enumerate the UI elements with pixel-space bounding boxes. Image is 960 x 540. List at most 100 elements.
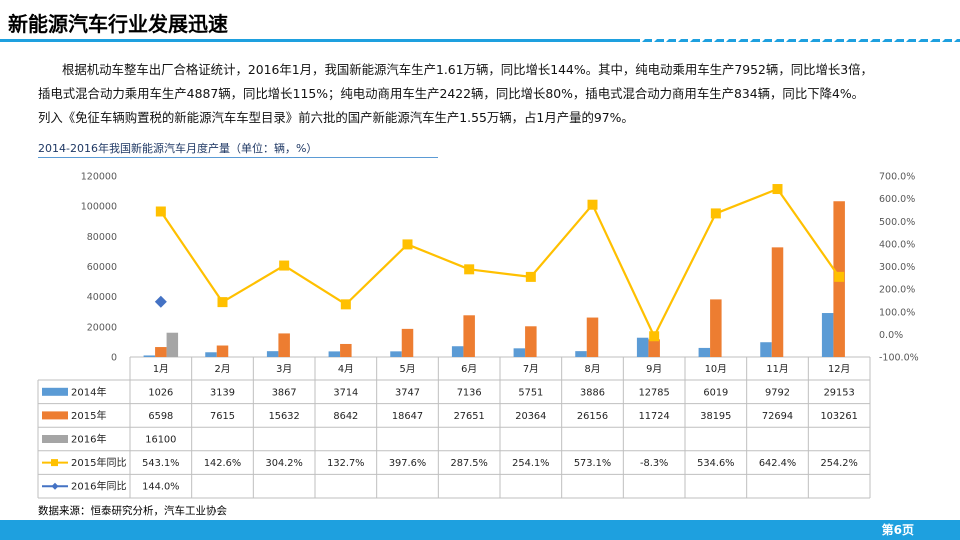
line-2015年同比 (159, 187, 841, 338)
table-cell-value: 27651 (454, 411, 485, 422)
table-cell-value: 103261 (820, 411, 857, 422)
bar-2015年-9月 (648, 339, 660, 357)
bar-2014年-6月 (451, 346, 464, 357)
y-right-tick-label: 700.0% (879, 172, 915, 183)
footer-bar (0, 520, 960, 540)
table-cell-value: 18647 (392, 411, 423, 422)
y-left-tick-label: 60000 (87, 262, 117, 273)
series-row-label: 2015年 (71, 409, 106, 422)
table-cell-value: 254.1% (512, 458, 549, 469)
bar-2015年-8月 (586, 317, 599, 357)
table-cell-value: 9792 (765, 387, 790, 398)
bar-2014年-4月 (328, 351, 341, 357)
table-cell-value: 3747 (395, 387, 420, 398)
table-cell-value: -8.3% (640, 458, 668, 469)
legend-key-2015年 (42, 411, 68, 420)
bar-2014年-11月 (760, 342, 772, 357)
series-row-label: 2016年同比 (71, 480, 126, 493)
category-label: 9月 (646, 363, 662, 375)
table-cell-value: 144.0% (142, 482, 179, 493)
y-right-tick-label: 0.0% (879, 330, 903, 341)
table-cell-value: 304.2% (265, 458, 302, 469)
category-label: 8月 (584, 363, 600, 375)
bar-2014年-12月 (821, 313, 834, 357)
marker-2015年同比 (587, 199, 598, 210)
table-cell-value: 11724 (639, 411, 670, 422)
bar-2015年-1月 (155, 347, 167, 357)
table-cell-value: 3139 (210, 387, 235, 398)
series-row-label: 2016年 (71, 433, 106, 446)
y-right-tick-label: -100.0% (879, 353, 919, 364)
marker-2015年同比 (649, 331, 660, 342)
table-cell-value: 287.5% (450, 458, 487, 469)
bar-2014年-10月 (698, 347, 711, 357)
marker-2015年同比 (217, 297, 228, 308)
table-cell-value: 29153 (824, 387, 855, 398)
table-cell-value: 8642 (333, 411, 358, 422)
table-cell-value: 142.6% (204, 458, 241, 469)
table-cell-value: 15632 (269, 411, 300, 422)
y-left-tick-label: 40000 (87, 292, 117, 303)
table-cell-value: 3714 (333, 387, 358, 398)
chart-title-underline (38, 157, 438, 158)
marker-2015年同比 (279, 260, 290, 271)
y-right-tick-label: 400.0% (879, 239, 915, 250)
bar-2014年-9月 (636, 337, 649, 357)
category-label: 5月 (399, 363, 415, 375)
bar-2015年-3月 (278, 333, 290, 357)
bar-2016年-1月 (166, 332, 179, 357)
category-label: 3月 (276, 363, 292, 375)
bar-2014年-2月 (205, 352, 217, 357)
marker-2016年同比 (154, 295, 167, 308)
summary-line-1: 根据机动车整车出厂合格证统计，2016年1月，我国新能源汽车生产1.61万辆，同… (62, 62, 873, 77)
table-cell-value: 72694 (762, 411, 793, 422)
table-cell-value: 38195 (700, 411, 731, 422)
series-row-label: 2014年 (71, 385, 106, 398)
bar-2014年-5月 (390, 351, 402, 357)
table-cell-value: 5751 (518, 387, 543, 398)
bar-2015年-6月 (463, 315, 475, 357)
table-cell-value: 20364 (515, 411, 546, 422)
y-right-tick-label: 200.0% (879, 285, 915, 296)
table-cell-value: 534.6% (697, 458, 734, 469)
table-cell-value: 3886 (580, 387, 605, 398)
table-cell-value: 1026 (148, 387, 173, 398)
table-cell-value: 16100 (145, 435, 176, 446)
table-cell-value: 26156 (577, 411, 608, 422)
category-label: 11月 (766, 363, 788, 375)
table-cell-value: 7136 (457, 387, 482, 398)
bar-2015年-4月 (340, 343, 352, 357)
table-cell-value: 6019 (703, 387, 728, 398)
bar-2014年-1月 (143, 355, 156, 357)
category-label: 10月 (705, 363, 727, 375)
category-label: 1月 (153, 363, 169, 375)
marker-2015年同比 (834, 271, 845, 282)
bar-2015年-5月 (401, 328, 414, 357)
table-cell-value: 642.4% (759, 458, 796, 469)
summary-line-2: 插电式混合动力乘用车生产4887辆，同比增长115%；纯电动商用车生产2422辆… (38, 86, 865, 101)
y-right-tick-label: 500.0% (879, 217, 915, 228)
bar-2014年-8月 (575, 351, 587, 357)
category-label: 12月 (828, 363, 850, 375)
data-source-note: 数据来源：恒泰研究分析，汽车工业协会 (38, 505, 227, 517)
title-underline (0, 38, 960, 44)
legend-key-marker (51, 459, 58, 467)
table-cell-value: 7615 (210, 411, 235, 422)
y-left-tick-label: 100000 (81, 202, 117, 213)
bar-2014年-3月 (266, 351, 279, 357)
y-right-tick-label: 600.0% (879, 194, 915, 205)
bar-2015年-2月 (216, 345, 229, 357)
table-cell-value: 254.2% (820, 458, 857, 469)
summary-paragraph: 根据机动车整车出厂合格证统计，2016年1月，我国新能源汽车生产1.61万辆，同… (38, 58, 928, 130)
category-label: 6月 (461, 363, 477, 375)
y-left-tick-label: 80000 (87, 232, 117, 243)
marker-2015年同比 (710, 208, 721, 219)
marker-2015年同比 (525, 271, 536, 282)
bar-2015年-10月 (710, 299, 722, 357)
category-label: 4月 (338, 363, 354, 375)
y-left-tick-label: 20000 (87, 322, 117, 333)
bar-2015年-11月 (771, 247, 784, 357)
category-label: 2月 (214, 363, 230, 375)
y-left-tick-label: 0 (111, 353, 117, 364)
series-row-label: 2015年同比 (71, 456, 126, 469)
